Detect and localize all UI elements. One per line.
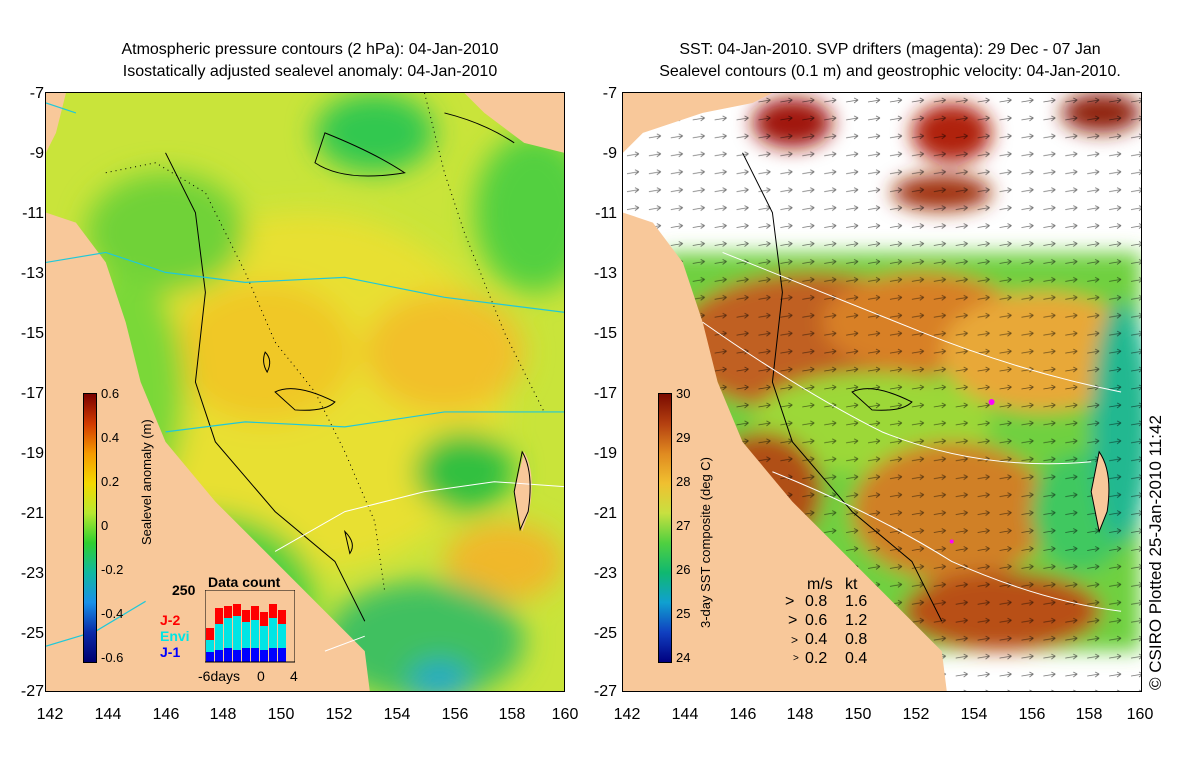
right-title-line1: SST: 04-Jan-2010. SVP drifters (magenta)… bbox=[679, 41, 1101, 58]
data-count-title: Data count bbox=[208, 574, 281, 590]
velocity-legend-kt: 1.2 bbox=[845, 612, 868, 629]
left-x-tick: 142 bbox=[36, 706, 64, 723]
sst-cbar-tick: 26 bbox=[676, 562, 691, 577]
right-y-tick: -15 bbox=[593, 325, 617, 342]
sealevel-cbar-tick: -0.6 bbox=[101, 650, 124, 665]
histogram-x-label: -6days bbox=[198, 668, 241, 684]
left-title-line2: Isostatically adjusted sealevel anomaly:… bbox=[122, 63, 498, 80]
right-y-tick: -27 bbox=[593, 683, 617, 700]
velocity-legend-ms: 0.6 bbox=[805, 612, 828, 629]
sst-cbar-tick: 29 bbox=[676, 430, 691, 445]
sst-cbar-tick: 30 bbox=[676, 386, 691, 401]
velocity-legend-ms: 0.2 bbox=[805, 650, 828, 667]
velocity-legend-header-ms: m/s bbox=[807, 576, 833, 593]
left-y-tick: -23 bbox=[20, 565, 44, 582]
right-x-tick: 160 bbox=[1126, 706, 1154, 723]
data-count-histogram bbox=[205, 590, 295, 663]
right-y-tick: -13 bbox=[593, 265, 617, 282]
sealevel-map-canvas bbox=[46, 93, 564, 691]
left-y-tick: -9 bbox=[29, 145, 44, 162]
left-x-tick: 146 bbox=[152, 706, 180, 723]
right-x-tick: 148 bbox=[786, 706, 814, 723]
velocity-arrow-icon: > bbox=[788, 612, 798, 629]
sst-cbar-label: 3-day SST composite (deg C) bbox=[698, 457, 713, 628]
right-x-tick: 152 bbox=[902, 706, 930, 723]
sst-cbar-tick: 25 bbox=[676, 606, 691, 621]
left-y-tick: -11 bbox=[22, 205, 44, 222]
left-x-tick: 148 bbox=[209, 706, 237, 723]
velocity-arrow-icon: > bbox=[791, 633, 799, 647]
sst-cbar-tick: 27 bbox=[676, 518, 691, 533]
right-title-line2: Sealevel contours (0.1 m) and geostrophi… bbox=[659, 63, 1121, 80]
sealevel-cbar-tick: 0.6 bbox=[101, 386, 120, 401]
left-x-tick: 144 bbox=[94, 706, 122, 723]
histogram-x-label: 0 bbox=[257, 668, 265, 684]
right-x-tick: 142 bbox=[613, 706, 641, 723]
right-y-tick: -11 bbox=[595, 205, 617, 222]
velocity-legend-header-kt: kt bbox=[845, 576, 858, 593]
velocity-legend-ms: 0.8 bbox=[805, 593, 828, 610]
right-y-tick: -21 bbox=[593, 505, 617, 522]
left-y-tick: -13 bbox=[20, 265, 44, 282]
left-x-tick: 152 bbox=[325, 706, 353, 723]
left-y-tick: -25 bbox=[20, 625, 44, 642]
right-x-tick: 156 bbox=[1018, 706, 1046, 723]
sealevel-cbar-tick: -0.2 bbox=[101, 562, 124, 577]
velocity-arrow-icon: > bbox=[785, 593, 795, 610]
sealevel-anomaly-map bbox=[45, 92, 565, 692]
left-title-line1: Atmospheric pressure contours (2 hPa): 0… bbox=[121, 41, 499, 58]
right-x-tick: 158 bbox=[1075, 706, 1103, 723]
velocity-arrow-icon: > bbox=[793, 653, 799, 664]
sst-map bbox=[622, 92, 1142, 692]
sst-cbar-tick: 24 bbox=[676, 650, 691, 665]
left-y-tick: -17 bbox=[20, 385, 44, 402]
sat-label-j2: J-2 bbox=[160, 612, 181, 628]
sst-cbar-tick: 28 bbox=[676, 474, 691, 489]
left-y-tick: -21 bbox=[20, 505, 44, 522]
left-x-tick: 158 bbox=[498, 706, 526, 723]
left-x-tick: 150 bbox=[267, 706, 295, 723]
plot-credit: © CSIRO Plotted 25-Jan-2010 11:42 bbox=[1146, 415, 1165, 690]
sealevel-cbar-tick: 0.4 bbox=[101, 430, 120, 445]
right-y-tick: -17 bbox=[593, 385, 617, 402]
left-x-tick: 156 bbox=[441, 706, 469, 723]
left-y-tick: -15 bbox=[20, 325, 44, 342]
left-y-tick: -27 bbox=[20, 683, 44, 700]
left-y-tick: -19 bbox=[20, 445, 44, 462]
sat-label-j1: J-1 bbox=[160, 644, 181, 660]
sealevel-colorbar bbox=[83, 393, 97, 663]
sst-colorbar bbox=[658, 393, 672, 663]
left-y-tick: -7 bbox=[29, 85, 44, 102]
right-x-tick: 144 bbox=[671, 706, 699, 723]
sealevel-cbar-tick: 0 bbox=[101, 518, 109, 533]
right-x-tick: 146 bbox=[729, 706, 757, 723]
velocity-legend-kt: 1.6 bbox=[845, 593, 868, 610]
sat-label-envi: Envi bbox=[160, 628, 190, 644]
left-x-tick: 154 bbox=[383, 706, 411, 723]
histogram-bars bbox=[206, 604, 286, 662]
sealevel-cbar-tick: -0.4 bbox=[101, 606, 124, 621]
right-y-tick: -23 bbox=[593, 565, 617, 582]
velocity-legend-ms: 0.4 bbox=[805, 631, 828, 648]
right-y-tick: -9 bbox=[602, 145, 617, 162]
sst-map-canvas bbox=[623, 93, 1141, 691]
right-y-tick: -25 bbox=[593, 625, 617, 642]
left-x-tick: 160 bbox=[551, 706, 579, 723]
data-count-ymax: 250 bbox=[172, 582, 196, 598]
right-y-tick: -7 bbox=[602, 85, 617, 102]
velocity-legend-kt: 0.4 bbox=[845, 650, 868, 667]
right-x-tick: 150 bbox=[844, 706, 872, 723]
histogram-x-label: 4 bbox=[290, 668, 298, 684]
sealevel-cbar-tick: 0.2 bbox=[101, 474, 120, 489]
sealevel-cbar-label: Sealevel anomaly (m) bbox=[139, 419, 154, 545]
right-y-tick: -19 bbox=[593, 445, 617, 462]
right-x-tick: 154 bbox=[960, 706, 988, 723]
velocity-legend-kt: 0.8 bbox=[845, 631, 868, 648]
